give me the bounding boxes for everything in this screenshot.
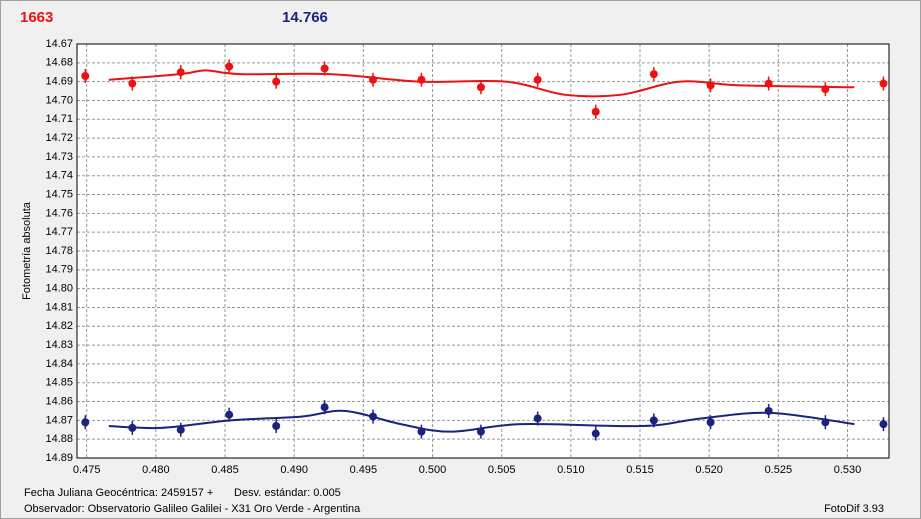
x-tick-label: 0.475: [73, 464, 101, 476]
x-tick-label: 0.500: [419, 464, 447, 476]
data-point: [272, 77, 281, 86]
data-point: [225, 410, 234, 419]
data-point: [591, 429, 600, 438]
data-point: [128, 79, 137, 88]
data-point: [128, 423, 137, 432]
y-tick-label: 14.79: [45, 264, 73, 276]
data-point: [706, 418, 715, 427]
y-tick-label: 14.78: [45, 245, 73, 257]
y-tick-label: 14.74: [45, 170, 73, 182]
data-point: [533, 414, 542, 423]
observer: Observador: Observatorio Galileo Galilei…: [24, 503, 361, 515]
data-point: [369, 412, 378, 421]
data-point: [176, 68, 185, 77]
data-point: [476, 427, 485, 436]
y-tick-label: 14.68: [45, 57, 73, 69]
x-axis-label: Fecha Juliana Geocéntrica: 2459157 +: [24, 487, 213, 499]
y-tick-label: 14.85: [45, 377, 73, 389]
data-point: [176, 425, 185, 434]
data-point: [821, 85, 830, 94]
x-tick-label: 0.505: [488, 464, 516, 476]
data-point: [764, 79, 773, 88]
x-tick-label: 0.515: [626, 464, 654, 476]
y-tick-label: 14.73: [45, 151, 73, 163]
std-text: Desv. estándar: 0.005: [234, 487, 341, 499]
data-point: [764, 406, 773, 415]
y-tick-label: 14.80: [45, 283, 73, 295]
y-tick-label: 14.69: [45, 76, 73, 88]
chart-title: 1663: [20, 9, 53, 26]
y-tick-label: 14.89: [45, 452, 73, 464]
data-point: [591, 107, 600, 116]
y-tick-label: 14.86: [45, 395, 73, 407]
x-tick-label: 0.495: [350, 464, 378, 476]
x-tick-label: 0.525: [765, 464, 793, 476]
x-tick-label: 0.485: [211, 464, 239, 476]
y-tick-label: 14.83: [45, 339, 73, 351]
y-tick-label: 14.81: [45, 301, 73, 313]
y-tick-label: 14.72: [45, 132, 73, 144]
y-tick-label: 14.75: [45, 188, 73, 200]
fit-line: [108, 69, 855, 98]
data-point: [533, 75, 542, 84]
data-point: [649, 70, 658, 79]
data-point: [821, 418, 830, 427]
y-tick-label: 14.77: [45, 226, 73, 238]
x-tick-label: 0.510: [557, 464, 585, 476]
data-point: [320, 64, 329, 73]
data-point: [879, 420, 888, 429]
x-tick-label: 0.520: [695, 464, 723, 476]
data-point: [81, 71, 90, 80]
data-point: [320, 403, 329, 412]
y-tick-label: 14.71: [45, 113, 73, 125]
y-tick-label: 14.67: [45, 38, 73, 50]
data-point: [476, 83, 485, 92]
y-axis-label: Fotometría absoluta: [21, 201, 33, 300]
x-tick-label: 0.480: [142, 464, 170, 476]
x-tick-label: 0.490: [280, 464, 308, 476]
chart-subtitle: 14.766: [282, 9, 328, 26]
y-tick-label: 14.84: [45, 358, 73, 370]
x-tick-label: 0.530: [834, 464, 862, 476]
y-tick-label: 14.82: [45, 320, 73, 332]
y-tick-label: 14.88: [45, 433, 73, 445]
plot-border: [76, 43, 890, 459]
software: FotoDif 3.93: [824, 503, 884, 515]
data-point: [706, 81, 715, 90]
data-point: [649, 416, 658, 425]
y-tick-label: 14.87: [45, 414, 73, 426]
data-point: [879, 79, 888, 88]
data-point: [225, 62, 234, 71]
data-point: [417, 75, 426, 84]
y-tick-label: 14.70: [45, 94, 73, 106]
data-point: [81, 418, 90, 427]
data-point: [417, 427, 426, 436]
y-tick-label: 14.76: [45, 207, 73, 219]
data-point: [272, 422, 281, 431]
data-point: [369, 75, 378, 84]
